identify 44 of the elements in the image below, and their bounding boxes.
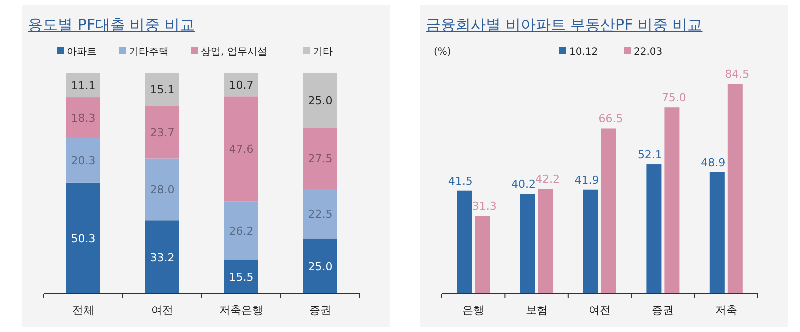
data-label: 31.3 bbox=[472, 200, 497, 214]
data-label: 42.2 bbox=[536, 173, 560, 186]
legend-label: 10.12 bbox=[570, 47, 598, 58]
x-tick-label: 은행 bbox=[462, 304, 485, 317]
data-label: 52.1 bbox=[638, 148, 662, 162]
data-label: 50.3 bbox=[71, 232, 96, 246]
x-tick-label: 증권 bbox=[652, 304, 674, 317]
x-tick-label: 증권 bbox=[310, 304, 332, 317]
data-label: 11.1 bbox=[71, 79, 96, 92]
data-label: 25.0 bbox=[308, 260, 333, 274]
x-tick-label: 여전 bbox=[589, 304, 611, 317]
data-label: 15.1 bbox=[150, 84, 175, 97]
data-label: 41.9 bbox=[574, 174, 600, 187]
data-label: 48.9 bbox=[701, 156, 726, 170]
data-label: 41.5 bbox=[448, 174, 473, 188]
data-label: 75.0 bbox=[662, 92, 686, 105]
data-label: 22.5 bbox=[308, 208, 333, 221]
data-label: 28.0 bbox=[150, 184, 175, 197]
y-axis-title: (%) bbox=[434, 47, 452, 58]
x-tick-label: 전체 bbox=[72, 304, 94, 317]
data-label: 20.3 bbox=[71, 154, 96, 168]
data-label: 25.0 bbox=[308, 94, 333, 108]
x-tick-label: 보험 bbox=[526, 304, 548, 317]
data-label: 47.6 bbox=[229, 143, 254, 156]
data-label: 10.7 bbox=[229, 78, 254, 92]
legend-label: 기타 bbox=[313, 47, 333, 58]
data-label: 18.3 bbox=[71, 112, 96, 125]
x-tick-label: 저축은행 bbox=[220, 304, 264, 317]
data-label: 40.2 bbox=[512, 178, 536, 192]
data-label: 66.5 bbox=[598, 112, 624, 126]
legend-label: 22.03 bbox=[634, 47, 663, 58]
legend-label: 기타주택 bbox=[129, 47, 169, 58]
data-label: 84.5 bbox=[725, 68, 750, 81]
data-label: 27.5 bbox=[308, 152, 333, 166]
data-label: 23.7 bbox=[150, 126, 175, 140]
chart-title: 금융회사별 비아파트 부동산PF 비중 비교 bbox=[426, 16, 703, 34]
data-label: 15.5 bbox=[229, 270, 254, 284]
legend-label: 상업, 업무시설 bbox=[201, 47, 268, 58]
legend-label: 아파트 bbox=[67, 47, 97, 58]
x-tick-label: 여전 bbox=[152, 304, 174, 317]
data-label: 33.2 bbox=[150, 251, 175, 264]
data-label: 26.2 bbox=[229, 224, 254, 238]
x-tick-label: 저축 bbox=[715, 304, 738, 317]
chart-title: 용도별 PF대출 비중 비교 bbox=[28, 16, 195, 34]
